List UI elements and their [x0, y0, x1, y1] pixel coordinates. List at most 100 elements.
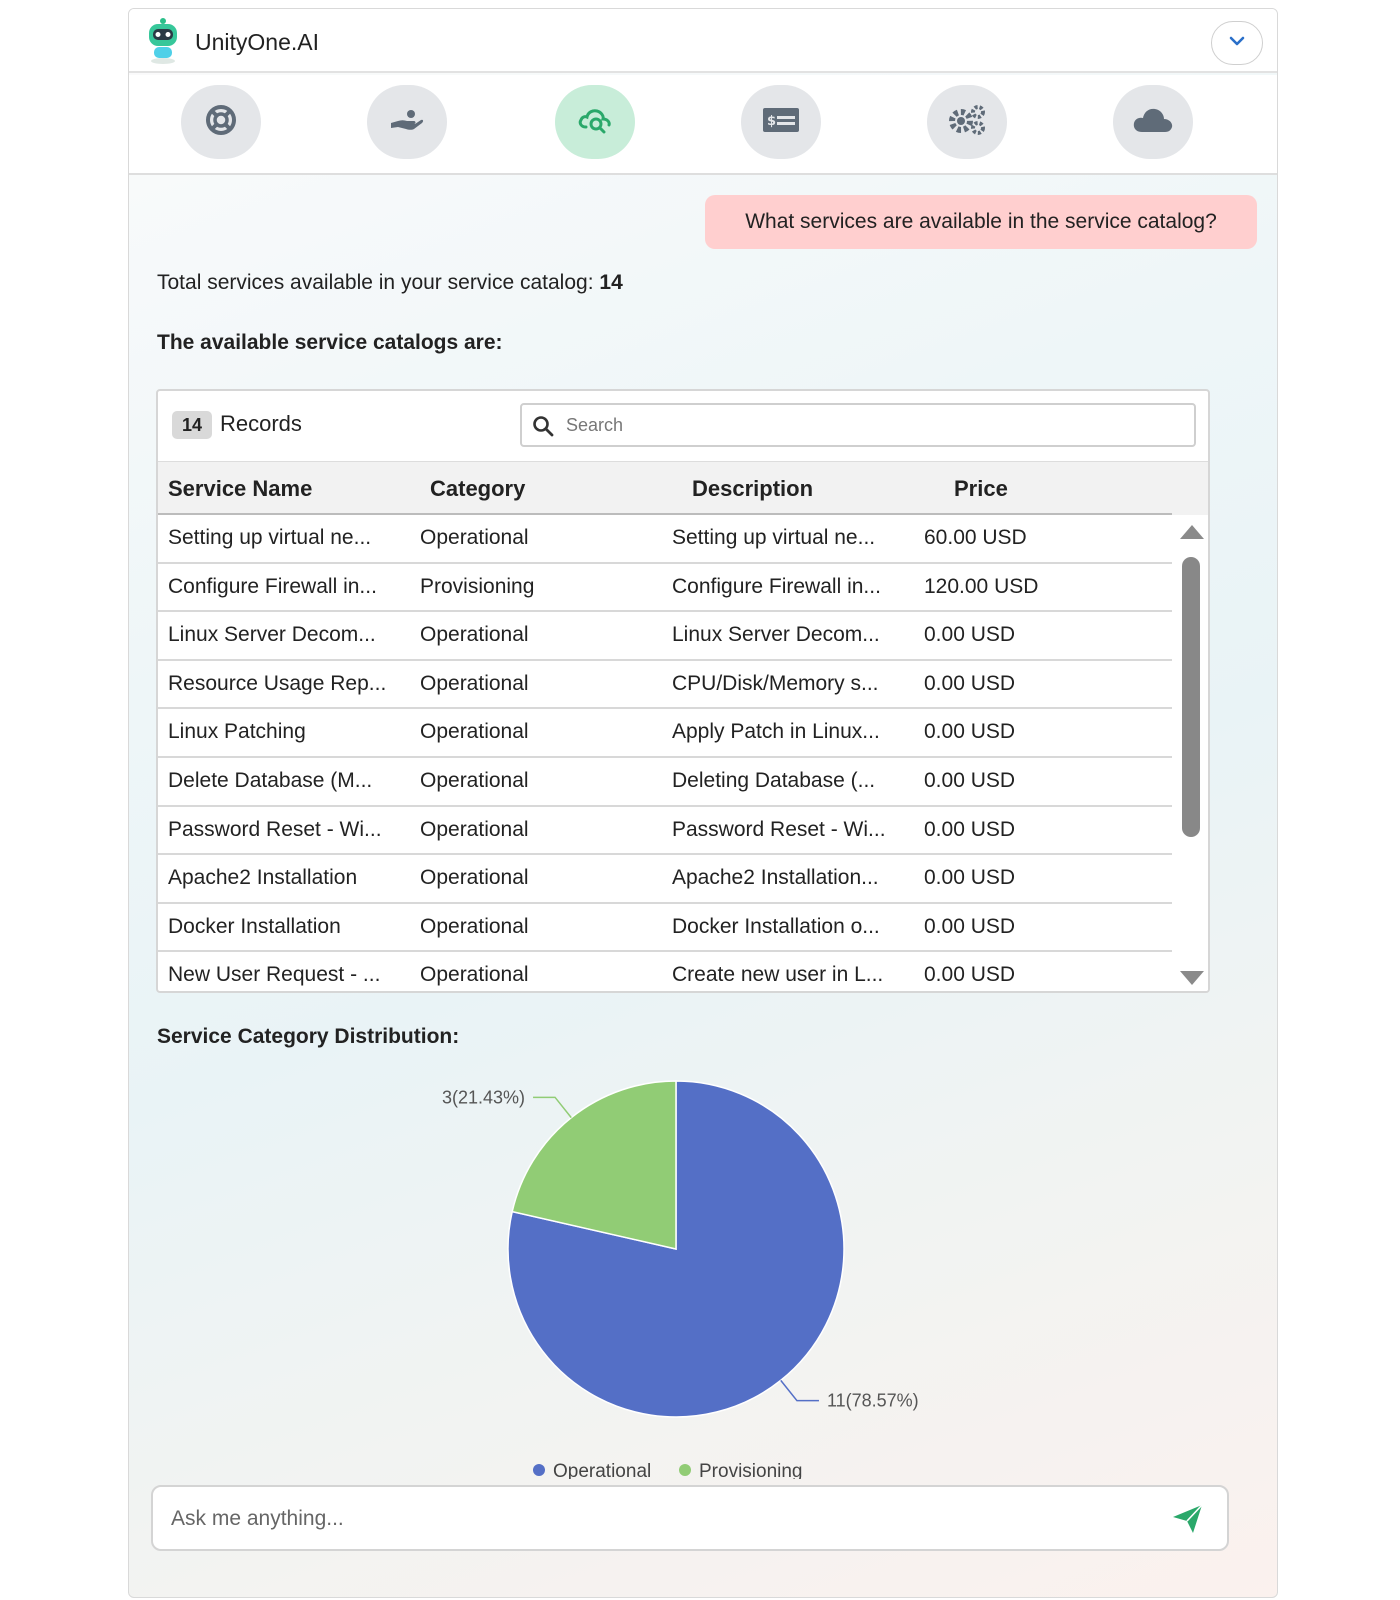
- category-cell: Provisioning: [420, 574, 535, 598]
- scroll-down-arrow-icon[interactable]: [1180, 971, 1204, 985]
- legend-marker: [533, 1464, 545, 1476]
- service-name-cell: Resource Usage Rep...: [168, 671, 387, 695]
- nav-services-button[interactable]: [367, 85, 447, 159]
- records-label: Records: [220, 411, 302, 436]
- description-cell: Password Reset - Wi...: [672, 817, 886, 841]
- service-name-cell: Setting up virtual ne...: [168, 526, 372, 549]
- price-cell: 60.00 USD: [924, 526, 1027, 549]
- column-header-description[interactable]: Description: [692, 476, 814, 501]
- cloud-icon: [1132, 106, 1174, 139]
- table-row[interactable]: New User Request - ... Operational Create …: [158, 952, 1172, 991]
- description-cell: Create new user in L...: [672, 963, 884, 987]
- table-row[interactable]: Password Reset - Wi... Operational Passwor…: [158, 807, 1172, 856]
- description-cell: Deleting Database (...: [672, 768, 876, 792]
- cloud-service-icon: [577, 105, 613, 140]
- lifebuoy-icon: [204, 103, 238, 142]
- settings-gears-icon: [947, 104, 987, 141]
- table-row[interactable]: Configure Firewall in... Provisioning Conf…: [158, 564, 1172, 613]
- table-scrollbar[interactable]: [1172, 515, 1208, 991]
- legend-item-operational[interactable]: Operational: [553, 1461, 651, 1479]
- table-search-box[interactable]: [520, 403, 1196, 447]
- chart-title: Service Category Distribution:: [157, 1025, 460, 1048]
- table-row[interactable]: Delete Database (M... Operational Deleting…: [158, 758, 1172, 807]
- chat-input[interactable]: [171, 1503, 1131, 1535]
- service-name-cell: Docker Installation: [168, 914, 341, 938]
- legend-item-provisioning[interactable]: Provisioning: [699, 1461, 803, 1479]
- total-services-text: Total services available in your service…: [157, 271, 623, 295]
- description-cell: CPU/Disk/Memory s...: [672, 671, 879, 695]
- hand-service-icon: [389, 105, 425, 140]
- category-cell: Operational: [420, 526, 529, 549]
- price-cell: 0.00 USD: [924, 963, 1016, 987]
- price-cell: 0.00 USD: [924, 623, 1016, 647]
- svg-text:$: $: [767, 114, 776, 129]
- total-services-label: Total services available in your service…: [157, 271, 594, 294]
- send-icon[interactable]: [1171, 1503, 1205, 1535]
- category-pie-chart: 11(78.57%) 3(21.43%) Operational Provisioni…: [442, 1080, 919, 1479]
- composer: [151, 1485, 1229, 1551]
- price-cell: 0.00 USD: [924, 817, 1016, 841]
- service-catalog-table: 14 Records Service Name Category Descrip…: [156, 389, 1210, 993]
- price-cell: 120.00 USD: [924, 574, 1039, 598]
- scroll-up-arrow-icon[interactable]: [1180, 525, 1204, 539]
- nav-automation-button[interactable]: [927, 85, 1007, 159]
- description-cell: Docker Installation o...: [672, 914, 880, 938]
- scroll-thumb[interactable]: [1182, 557, 1200, 837]
- table-row[interactable]: Docker Installation Operational Docker Ins…: [158, 904, 1172, 953]
- billing-icon: $: [762, 107, 800, 138]
- price-cell: 0.00 USD: [924, 914, 1016, 938]
- pie-data-label: 3(21.43%): [442, 1087, 525, 1107]
- column-header-price[interactable]: Price: [954, 476, 1008, 501]
- table-row[interactable]: Linux Patching Operational Apply Patch in …: [158, 709, 1172, 758]
- nav-cloud-services-button[interactable]: [555, 85, 635, 159]
- app-title: UnityOne.AI: [195, 29, 319, 55]
- price-cell: 0.00 USD: [924, 671, 1016, 695]
- table-row[interactable]: Apache2 Installation Operational Apache2 I…: [158, 855, 1172, 904]
- column-header-service-name[interactable]: Service Name: [168, 476, 313, 501]
- description-cell: Linux Server Decom...: [672, 623, 880, 647]
- records-count-badge: 14: [172, 411, 212, 439]
- header: UnityOne.AI: [129, 9, 1277, 73]
- table-row[interactable]: Resource Usage Rep... Operational CPU/Disk…: [158, 661, 1172, 710]
- description-cell: Apache2 Installation...: [672, 866, 879, 890]
- nav-cloud-button[interactable]: [1113, 85, 1193, 159]
- price-cell: 0.00 USD: [924, 768, 1016, 792]
- category-cell: Operational: [420, 671, 529, 695]
- collapse-button[interactable]: [1211, 21, 1263, 65]
- search-icon: [532, 415, 554, 442]
- pie-slice-provisioning[interactable]: [511, 1080, 677, 1250]
- service-name-cell: Linux Patching: [168, 720, 306, 744]
- category-cell: Operational: [420, 914, 529, 938]
- nav-billing-button[interactable]: $: [741, 85, 821, 159]
- description-cell: Apply Patch in Linux...: [672, 720, 880, 744]
- bot-logo-icon: [143, 17, 183, 65]
- category-cell: Operational: [420, 817, 529, 841]
- category-cell: Operational: [420, 623, 529, 647]
- service-name-cell: New User Request - ...: [168, 963, 381, 987]
- table-header: Service Name Category Description Price: [158, 461, 1172, 515]
- nav-support-button[interactable]: [181, 85, 261, 159]
- user-message-bubble: What services are available in the servi…: [705, 195, 1257, 249]
- table-body: Setting up virtual ne... Operational Setti…: [158, 515, 1172, 991]
- column-header-category[interactable]: Category: [430, 476, 526, 501]
- description-cell: Configure Firewall in...: [672, 574, 881, 598]
- table-header-filler: [1172, 461, 1208, 515]
- table-row[interactable]: Setting up virtual ne... Operational Setti…: [158, 515, 1172, 564]
- search-input[interactable]: [566, 411, 1166, 439]
- catalog-section-title: The available service catalogs are:: [157, 331, 503, 354]
- pie-label-leader-line: [533, 1096, 572, 1119]
- category-cell: Operational: [420, 720, 529, 744]
- total-services-count: 14: [599, 271, 623, 294]
- category-cell: Operational: [420, 768, 529, 792]
- chevron-down-icon: [1229, 34, 1245, 52]
- pie-data-label: 11(78.57%): [827, 1391, 919, 1411]
- service-name-cell: Apache2 Installation: [168, 866, 358, 890]
- price-cell: 0.00 USD: [924, 866, 1016, 890]
- quick-nav: $: [129, 75, 1277, 175]
- price-cell: 0.00 USD: [924, 720, 1016, 744]
- service-name-cell: Configure Firewall in...: [168, 574, 377, 598]
- table-row[interactable]: Linux Server Decom... Operational Linux Se…: [158, 612, 1172, 661]
- legend-marker: [679, 1464, 691, 1476]
- service-name-cell: Linux Server Decom...: [168, 623, 376, 647]
- description-cell: Setting up virtual ne...: [672, 526, 876, 549]
